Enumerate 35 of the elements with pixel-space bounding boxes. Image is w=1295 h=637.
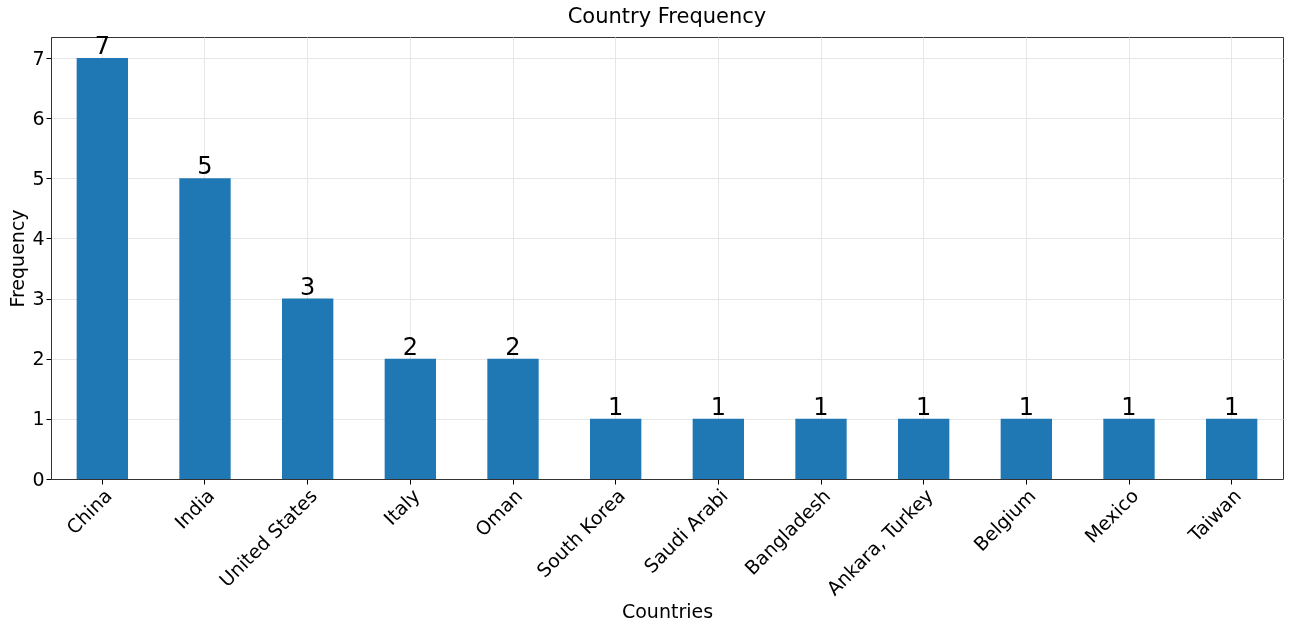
bar — [1206, 418, 1258, 479]
bar — [898, 418, 950, 479]
data-label: 1 — [1224, 392, 1240, 421]
y-tick-label: 1 — [32, 407, 45, 430]
data-label: 2 — [505, 332, 521, 361]
chart-title: Country Frequency — [567, 4, 767, 29]
data-label: 1 — [916, 392, 932, 421]
y-tick-label: 6 — [32, 106, 45, 129]
x-axis-title: Countries — [621, 600, 714, 623]
bar — [384, 358, 436, 479]
data-label: 5 — [197, 152, 213, 181]
data-label: 1 — [1121, 392, 1137, 421]
bar — [179, 178, 231, 479]
bar — [76, 58, 128, 479]
y-tick-label: 0 — [32, 467, 45, 490]
bar — [282, 298, 334, 479]
data-label: 1 — [813, 392, 829, 421]
bar — [1000, 418, 1052, 479]
data-label: 1 — [1018, 392, 1034, 421]
y-tick-label: 5 — [32, 166, 45, 189]
y-tick-label: 2 — [32, 347, 45, 370]
y-tick-label: 7 — [32, 46, 45, 69]
bar — [590, 418, 642, 479]
y-tick-label: 4 — [32, 226, 45, 249]
data-label: 1 — [710, 392, 726, 421]
data-label: 3 — [300, 272, 316, 301]
data-label: 2 — [402, 332, 418, 361]
y-tick-label: 3 — [32, 287, 45, 310]
bar — [487, 358, 539, 479]
y-axis-title: Frequency — [6, 209, 29, 308]
data-label: 7 — [94, 32, 110, 61]
bar — [1103, 418, 1155, 479]
bar — [692, 418, 744, 479]
bar — [795, 418, 847, 479]
data-label: 1 — [608, 392, 624, 421]
